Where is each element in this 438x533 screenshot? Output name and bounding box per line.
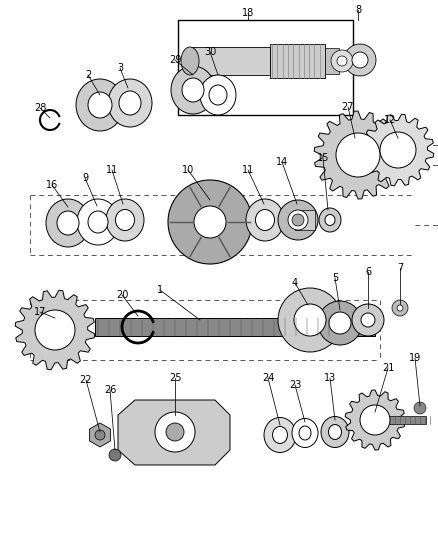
Text: 20: 20 — [116, 290, 128, 300]
Circle shape — [278, 288, 342, 352]
Circle shape — [414, 402, 426, 414]
Ellipse shape — [209, 85, 227, 105]
Ellipse shape — [328, 424, 342, 440]
Ellipse shape — [321, 416, 349, 448]
Ellipse shape — [46, 199, 90, 247]
Ellipse shape — [116, 209, 134, 230]
Text: 2: 2 — [85, 70, 91, 80]
Bar — [178, 20, 353, 115]
Text: 22: 22 — [80, 375, 92, 385]
Circle shape — [166, 423, 184, 441]
Text: 12: 12 — [384, 115, 396, 125]
Text: 11: 11 — [242, 165, 254, 175]
Circle shape — [352, 304, 384, 336]
Polygon shape — [362, 114, 434, 186]
Text: 17: 17 — [34, 307, 46, 317]
Text: 10: 10 — [182, 165, 194, 175]
Bar — [95, 318, 375, 336]
Ellipse shape — [76, 79, 124, 131]
Circle shape — [331, 50, 353, 72]
Ellipse shape — [255, 209, 275, 230]
Text: 25: 25 — [169, 373, 181, 383]
Ellipse shape — [88, 92, 112, 118]
Circle shape — [318, 301, 362, 345]
Polygon shape — [345, 390, 405, 450]
Text: 30: 30 — [204, 47, 216, 57]
Circle shape — [397, 305, 403, 311]
Ellipse shape — [182, 78, 204, 102]
Circle shape — [288, 210, 308, 230]
Text: 13: 13 — [324, 373, 336, 383]
Ellipse shape — [299, 426, 311, 440]
Text: 18: 18 — [242, 8, 254, 18]
Text: 1: 1 — [157, 285, 163, 295]
Text: 3: 3 — [117, 63, 123, 73]
Circle shape — [360, 405, 390, 435]
Text: 9: 9 — [82, 173, 88, 183]
Bar — [376, 416, 426, 424]
Circle shape — [155, 412, 195, 452]
Ellipse shape — [106, 199, 144, 241]
Circle shape — [294, 304, 326, 336]
Ellipse shape — [264, 417, 296, 453]
Bar — [270, 44, 325, 78]
Circle shape — [337, 56, 347, 66]
Ellipse shape — [181, 47, 199, 75]
Text: 5: 5 — [332, 273, 338, 283]
Circle shape — [344, 44, 376, 76]
Bar — [190, 47, 270, 75]
Text: 26: 26 — [104, 385, 116, 395]
Text: 29: 29 — [169, 55, 181, 65]
Ellipse shape — [57, 211, 79, 235]
Text: 19: 19 — [409, 353, 421, 363]
Text: 7: 7 — [397, 263, 403, 273]
Circle shape — [35, 310, 75, 350]
Ellipse shape — [171, 66, 215, 114]
Text: 24: 24 — [262, 373, 274, 383]
Circle shape — [380, 132, 416, 168]
Circle shape — [194, 206, 226, 238]
Text: 21: 21 — [382, 363, 394, 373]
Circle shape — [168, 180, 252, 264]
Ellipse shape — [77, 199, 119, 245]
Ellipse shape — [292, 418, 318, 448]
Circle shape — [95, 430, 105, 440]
Text: 8: 8 — [355, 5, 361, 15]
Text: 4: 4 — [292, 278, 298, 288]
Circle shape — [336, 133, 380, 177]
Circle shape — [109, 449, 121, 461]
Circle shape — [392, 300, 408, 316]
Text: 27: 27 — [342, 102, 354, 112]
Ellipse shape — [119, 91, 141, 115]
Ellipse shape — [108, 79, 152, 127]
Ellipse shape — [200, 75, 236, 115]
Circle shape — [292, 214, 304, 226]
Text: 16: 16 — [46, 180, 58, 190]
Circle shape — [361, 313, 375, 327]
Text: 28: 28 — [34, 103, 46, 113]
Text: 14: 14 — [276, 157, 288, 167]
Polygon shape — [118, 400, 230, 465]
Circle shape — [278, 200, 318, 240]
Ellipse shape — [319, 208, 341, 232]
Text: 11: 11 — [106, 165, 118, 175]
Ellipse shape — [88, 211, 108, 233]
Ellipse shape — [246, 199, 284, 241]
Polygon shape — [90, 423, 110, 447]
Bar — [325, 48, 339, 74]
Circle shape — [329, 312, 351, 334]
Text: 15: 15 — [317, 153, 329, 163]
Circle shape — [352, 52, 368, 68]
Ellipse shape — [325, 214, 335, 225]
Bar — [295, 210, 315, 230]
Text: 6: 6 — [365, 267, 371, 277]
Polygon shape — [15, 290, 95, 370]
Text: 23: 23 — [289, 380, 301, 390]
Ellipse shape — [272, 426, 287, 443]
Polygon shape — [314, 111, 402, 199]
